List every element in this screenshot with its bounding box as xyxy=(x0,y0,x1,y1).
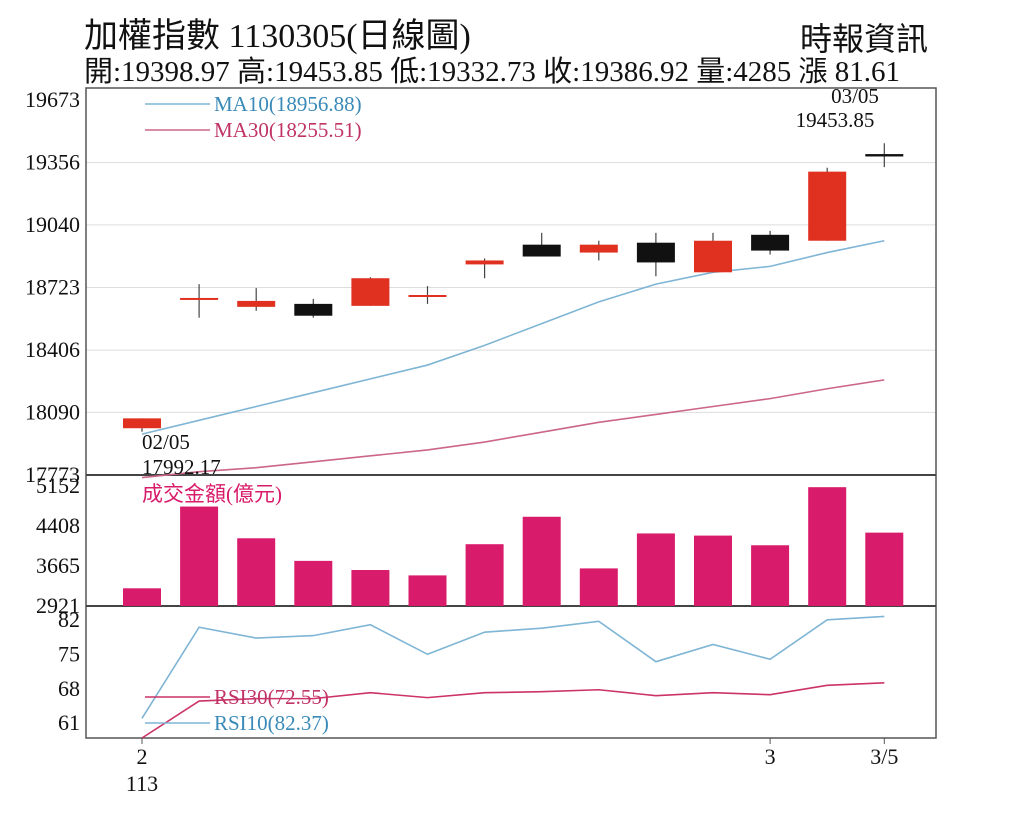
candle-up xyxy=(408,295,447,297)
candle-up xyxy=(351,278,390,306)
rsi10-line xyxy=(141,615,885,719)
price-tick-label: 19356 xyxy=(25,150,80,175)
chart-marks xyxy=(123,143,904,739)
candle-up xyxy=(465,260,504,265)
rsi30-line xyxy=(141,682,885,739)
high-date-annotation: 03/05 xyxy=(831,84,879,108)
low-date-annotation: 02/05 xyxy=(142,430,190,454)
chart-title: 加權指數 1130305(日線圖) xyxy=(84,18,471,55)
ma30-line xyxy=(141,379,885,479)
ma10-legend-label: MA10(18956.88) xyxy=(214,92,362,116)
volume-bar xyxy=(636,533,675,606)
volume-tick-label: 5152 xyxy=(36,473,80,498)
rsi10-legend-label: RSI10(82.37) xyxy=(214,711,329,735)
volume-bar xyxy=(751,545,790,606)
volume-bar xyxy=(522,516,561,606)
candle-down xyxy=(294,303,333,316)
volume-bar xyxy=(294,560,333,606)
candle-up xyxy=(180,297,219,300)
x-tick-label: 3/5 xyxy=(870,744,898,769)
volume-bar xyxy=(865,532,904,606)
ma10-line xyxy=(141,239,885,435)
volume-tick-label: 4408 xyxy=(36,513,80,538)
volume-bar xyxy=(351,570,390,606)
candle-down xyxy=(751,234,790,251)
price-tick-label: 18723 xyxy=(25,275,80,300)
volume-title: 成交金額(億元) xyxy=(142,482,282,506)
grid-lines xyxy=(86,162,936,413)
candle-up xyxy=(808,171,847,241)
volume-bar xyxy=(123,588,161,606)
volume-bar xyxy=(408,575,447,606)
data-source-label: 時報資訊 xyxy=(800,21,929,57)
low-value-annotation: 17992.17 xyxy=(142,455,221,479)
volume-tick-label: 2921 xyxy=(36,593,80,618)
price-tick-label: 19040 xyxy=(25,212,80,237)
volume-bar xyxy=(465,544,504,606)
rsi-tick-label: 75 xyxy=(58,641,80,666)
rsi-tick-label: 61 xyxy=(58,710,80,735)
volume-bar xyxy=(237,538,276,606)
candle-down xyxy=(636,242,675,263)
candle-up xyxy=(123,418,161,429)
rsi-tick-label: 82 xyxy=(58,607,80,632)
volume-bar xyxy=(808,487,847,606)
price-tick-label: 17773 xyxy=(25,462,80,487)
ohlc-summary: 開:19398.97 高:19453.85 低:19332.73 收:19386… xyxy=(84,56,901,88)
volume-tick-label: 3665 xyxy=(36,553,80,578)
chart-legends: MA10(18956.88)MA30(18255.51) 成交金額(億元) RSI3… xyxy=(142,84,879,735)
ma30-legend-label: MA30(18255.51) xyxy=(214,118,362,142)
x-tick-label: 2 xyxy=(137,744,148,769)
rsi-tick-label: 68 xyxy=(58,676,80,701)
price-tick-label: 18090 xyxy=(25,399,80,424)
volume-bar xyxy=(180,506,219,606)
x-tick-sublabel: 113 xyxy=(126,771,158,796)
high-value-annotation: 19453.85 xyxy=(796,108,875,132)
candle-up xyxy=(579,244,618,253)
price-tick-label: 18406 xyxy=(25,337,80,362)
x-tick-label: 3 xyxy=(765,744,776,769)
candle-up xyxy=(237,300,276,307)
rsi30-legend-label: RSI30(72.55) xyxy=(214,685,329,709)
candle-down xyxy=(865,154,904,157)
volume-bar xyxy=(694,535,732,606)
candle-up xyxy=(694,240,732,273)
volume-bar xyxy=(579,568,618,606)
price-tick-label: 19673 xyxy=(25,87,80,112)
chart-frame xyxy=(85,87,937,739)
candle-down xyxy=(522,244,561,257)
